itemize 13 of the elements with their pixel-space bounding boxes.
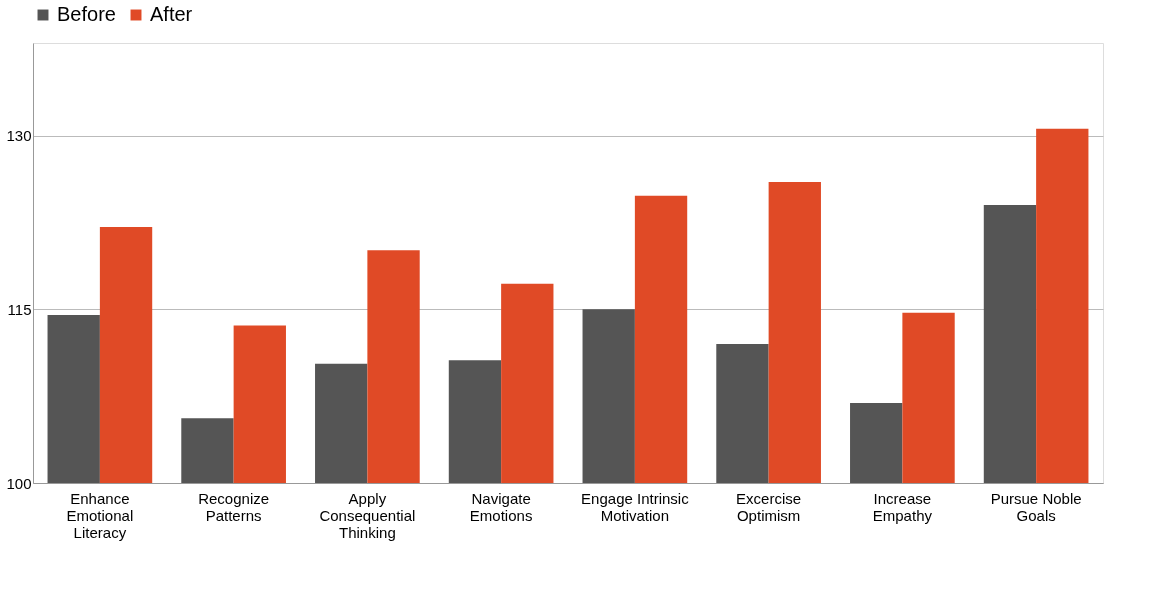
x-tick-label: Pursue Noble Goals: [990, 489, 1082, 524]
legend-label: Before: [57, 3, 116, 25]
x-tick-label: Enhance Emotional Literacy: [66, 489, 134, 541]
y-tick-label: 100: [6, 474, 32, 492]
x-tick-label: Increase Empathy: [872, 489, 933, 524]
x-tick-label: Excercise Optimism: [736, 489, 802, 524]
x-tick-label: Navigate Emotions: [469, 489, 533, 524]
x-tick-label: Engage Intrinsic Motivation: [581, 489, 690, 524]
legend-label: After: [150, 3, 193, 25]
x-tick-label: Apply Consequential Thinking: [319, 489, 416, 541]
x-tick-label: Recognize Patterns: [198, 489, 270, 524]
y-tick-label: 130: [6, 127, 32, 145]
y-tick-label: 115: [7, 300, 32, 318]
